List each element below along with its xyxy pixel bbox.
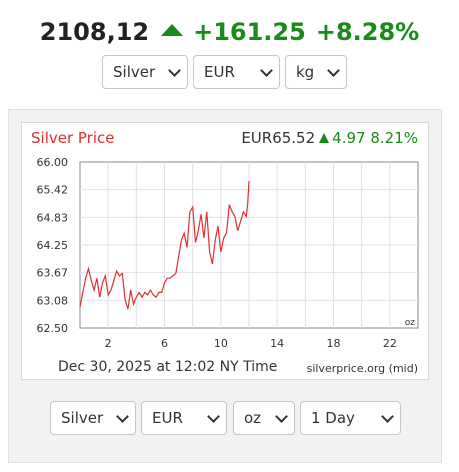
y-tick-label: 65.42 [37,184,69,197]
chevron-down-icon [260,64,273,77]
metal-select-bottom-value: Silver [61,409,104,427]
chart-header-quote: EUR65.52 4.97 8.21% [241,129,418,147]
up-triangle-icon [319,133,330,143]
x-tick-label: 18 [327,337,341,350]
y-tick-label: 64.25 [37,239,69,252]
price-series-line [79,180,250,310]
price-chart-svg: 66.00 65.42 64.83 64.25 63.67 63.08 62.50 2 6 10… [37,156,419,350]
x-tick-label: 14 [270,337,284,350]
currency-select-top[interactable]: EUR [193,55,280,89]
price-chart: 66.00 65.42 64.83 64.25 63.67 63.08 62.50 2 6 10… [21,122,429,380]
chevron-down-icon [116,410,129,423]
metal-select-top[interactable]: Silver [102,55,188,89]
y-tick-label: 62.50 [37,322,69,335]
spot-price: 2108,12 [39,18,150,46]
price-change-percent: +8.28% [315,18,420,46]
unit-select-top[interactable]: kg [285,55,347,89]
currency-select-bottom[interactable]: EUR [141,401,227,435]
range-select-bottom-value: 1 Day [311,409,355,427]
y-tick-label: 63.67 [37,267,69,280]
x-tick-label: 6 [161,337,168,350]
chart-header-price: EUR65.52 [241,129,316,147]
currency-select-top-value: EUR [204,63,235,81]
x-tick-label: 10 [214,337,228,350]
unit-label: oz [405,318,416,328]
currency-select-bottom-value: EUR [152,409,183,427]
metal-select-top-value: Silver [113,63,156,81]
price-change: +161.25 [193,18,306,46]
x-tick-label: 2 [105,337,112,350]
y-tick-label: 66.00 [37,156,69,169]
chevron-down-icon [168,64,181,77]
metal-select-bottom[interactable]: Silver [50,401,136,435]
chevron-down-icon [381,410,394,423]
unit-select-bottom-value: oz [244,409,262,427]
chart-header-percent: 8.21% [370,129,418,147]
chevron-down-icon [207,410,220,423]
unit-select-top-value: kg [296,63,315,81]
x-tick-label: 22 [383,337,397,350]
ticker-row: 2108,12 +161.25 +8.28% [0,18,459,46]
chevron-down-icon [327,64,340,77]
unit-select-bottom[interactable]: oz [233,401,295,435]
range-select-bottom[interactable]: 1 Day [300,401,401,435]
chart-title: Silver Price [31,129,115,147]
chart-timestamp: Dec 30, 2025 at 12:02 NY Time [58,359,278,375]
up-arrow-icon [161,24,184,36]
chart-source: silverprice.org (mid) [306,362,418,375]
y-tick-label: 64.83 [37,211,69,224]
y-tick-label: 63.08 [37,294,69,307]
chevron-down-icon [275,410,288,423]
chart-header-change: 4.97 [332,129,366,147]
